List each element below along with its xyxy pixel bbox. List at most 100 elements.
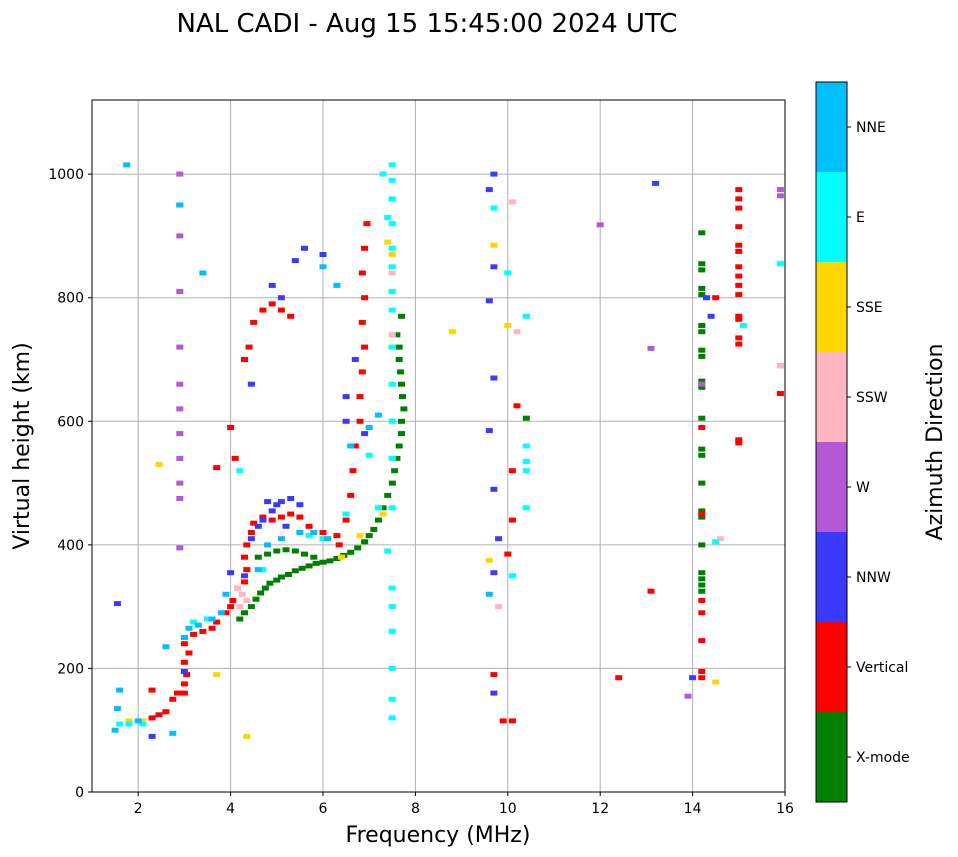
echo-point	[273, 548, 281, 554]
echo-point	[398, 381, 405, 387]
echo-point	[485, 591, 493, 597]
echo-point	[698, 329, 706, 335]
echo-point	[698, 230, 706, 236]
echo-point	[176, 545, 184, 551]
echo-point	[495, 536, 503, 542]
echo-point	[254, 523, 262, 529]
echo-point	[282, 547, 290, 553]
echo-point	[148, 715, 156, 721]
echo-point	[234, 585, 241, 591]
echo-point	[388, 196, 396, 202]
echo-point	[490, 171, 498, 177]
colorbar-category-label: SSE	[856, 300, 883, 316]
x-axis-label: Frequency (MHz)	[346, 823, 531, 848]
echo-point	[735, 292, 743, 298]
echo-point	[222, 610, 230, 616]
echo-point	[185, 625, 193, 631]
echo-point	[712, 679, 720, 685]
echo-point	[342, 394, 350, 400]
echo-point	[388, 505, 396, 511]
echo-point	[379, 511, 387, 517]
echo-point	[384, 492, 392, 498]
echo-point	[485, 557, 493, 563]
echo-point	[698, 638, 706, 644]
echo-point	[698, 508, 706, 514]
echo-point	[703, 295, 710, 301]
echo-point	[388, 665, 396, 671]
echo-point	[365, 425, 373, 430]
echo-point	[485, 187, 493, 193]
echo-point	[698, 267, 706, 273]
echo-point	[319, 559, 327, 565]
echo-point	[247, 381, 255, 387]
colorbar-swatch	[816, 352, 847, 442]
echo-point	[176, 171, 184, 177]
echo-point	[735, 187, 743, 193]
echo-point	[180, 669, 188, 674]
echo-point	[277, 499, 285, 505]
echo-point	[213, 465, 221, 471]
echo-point	[522, 505, 530, 511]
echo-point	[284, 572, 292, 577]
echo-point	[504, 323, 512, 328]
echo-point	[229, 598, 237, 603]
echo-point	[388, 696, 396, 702]
echo-point	[647, 345, 655, 351]
echo-point	[305, 523, 313, 529]
echo-point	[508, 573, 516, 579]
echo-point	[245, 344, 253, 350]
echo-point	[326, 558, 334, 564]
echo-point	[319, 536, 327, 542]
echo-point	[698, 415, 706, 421]
echo-point	[250, 520, 258, 526]
echo-point	[361, 295, 369, 301]
echo-point	[342, 418, 350, 424]
echo-point	[342, 517, 350, 523]
echo-point	[776, 391, 784, 396]
echo-point	[379, 505, 387, 511]
echo-point	[349, 468, 357, 474]
echo-point	[247, 604, 255, 610]
echo-point	[388, 455, 396, 461]
echo-point	[490, 205, 498, 211]
echo-point	[259, 567, 267, 573]
echo-point	[169, 696, 177, 702]
plot-frame	[91, 99, 786, 793]
echo-point	[698, 570, 706, 576]
echo-point	[305, 533, 313, 539]
echo-point	[254, 554, 262, 560]
echo-point	[259, 307, 267, 313]
echo-point	[698, 261, 706, 267]
echo-point	[268, 508, 276, 514]
echo-point	[698, 675, 706, 681]
echo-point	[508, 199, 516, 205]
echo-point	[296, 530, 304, 535]
echo-point	[522, 415, 530, 421]
echo-point	[361, 245, 369, 251]
echo-point	[111, 727, 119, 733]
echo-point	[243, 567, 251, 573]
echo-point	[698, 384, 706, 390]
echo-point	[499, 718, 507, 724]
echo-point	[176, 381, 184, 387]
echo-point	[247, 536, 255, 542]
x-tick-label: 16	[776, 801, 794, 817]
echo-point	[504, 270, 512, 276]
y-tick-label: 400	[57, 538, 84, 554]
echo-point	[399, 394, 406, 400]
echo-point	[735, 335, 743, 341]
echo-point	[735, 224, 743, 230]
echo-point	[358, 270, 366, 276]
echo-point	[776, 187, 784, 193]
echo-point	[113, 706, 121, 712]
echo-point	[268, 282, 276, 288]
echo-point	[342, 511, 350, 517]
echo-point	[333, 282, 341, 288]
echo-point	[351, 443, 359, 449]
colorbar-category-label: SSW	[856, 390, 888, 406]
echo-point	[324, 536, 332, 542]
echo-point	[125, 718, 133, 724]
echo-point	[615, 675, 623, 681]
echo-point	[689, 675, 697, 681]
